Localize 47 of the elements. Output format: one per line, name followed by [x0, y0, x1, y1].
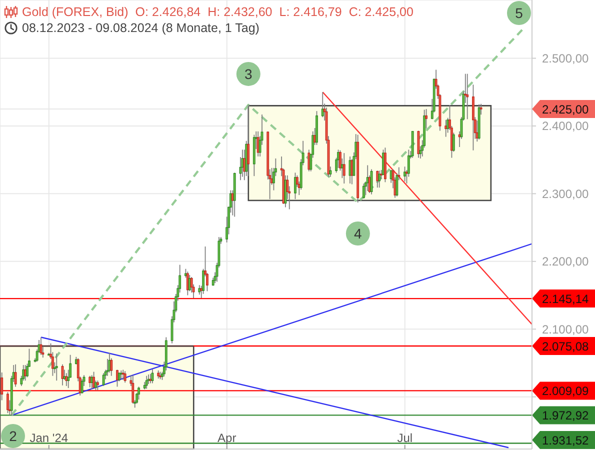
candlestick: [321, 92, 324, 118]
candlestick: [92, 371, 95, 388]
annotation: 2: [9, 428, 18, 444]
text: 08.12.2023 - 09.08.2024 (8 Monate, 1 Tag): [22, 20, 260, 36]
candlestick: [198, 284, 201, 296]
candlestick: [404, 166, 406, 182]
ref-line-label: 1.931,52: [542, 433, 590, 448]
y-tick-label: 2.500,00: [542, 51, 590, 66]
candlestick: [294, 172, 296, 200]
annotation: 5: [515, 5, 524, 21]
y-tick-label: 2.200,00: [542, 254, 590, 269]
candlestick: [138, 386, 140, 400]
candlestick: [444, 119, 448, 138]
y-tick-label: 2.400,00: [542, 119, 590, 134]
annotation: C: 2.425,00: [348, 4, 414, 20]
ref-line-label: 2.009,09: [542, 384, 590, 398]
candlestick: [96, 380, 99, 391]
annotation: H: 2.432,60: [208, 4, 272, 20]
candlestick: [0, 372, 4, 401]
ref-line-label: 2.075,08: [542, 339, 590, 354]
chart-title: Gold (FOREX, Bid): [22, 4, 128, 20]
y-tick-label: 2.425,00: [542, 102, 590, 116]
y-tick-label: 2.300,00: [542, 186, 590, 201]
candlestick: [362, 183, 365, 199]
candlestick: [342, 152, 346, 184]
candlestick: [6, 392, 9, 414]
candlestick: [65, 372, 68, 386]
candlestick: [55, 353, 58, 382]
annotation: 4: [354, 225, 362, 242]
candlestick: [247, 104, 250, 177]
candlestick: [116, 369, 118, 388]
x-tick-label: Apr: [218, 431, 236, 445]
x-tick-label: Jul: [397, 431, 413, 445]
y-tick-label: 2.100,00: [542, 322, 590, 336]
candlestick: [186, 271, 189, 296]
annotation: L: 2.416,79: [279, 4, 342, 20]
candlestick: [472, 84, 474, 151]
annotation: 3: [244, 66, 252, 82]
x-tick-label: Jan '24: [30, 431, 68, 445]
annotation: O: 2.426,84: [135, 4, 201, 20]
ref-line-label: 1.972,92: [542, 408, 590, 422]
ref-line-label: 2.145,14: [542, 292, 590, 306]
candlestick: [102, 372, 105, 386]
candlestick: [466, 73, 469, 120]
candlestick: [124, 370, 126, 384]
candlestick: [122, 369, 124, 380]
candlestick: [132, 374, 134, 404]
